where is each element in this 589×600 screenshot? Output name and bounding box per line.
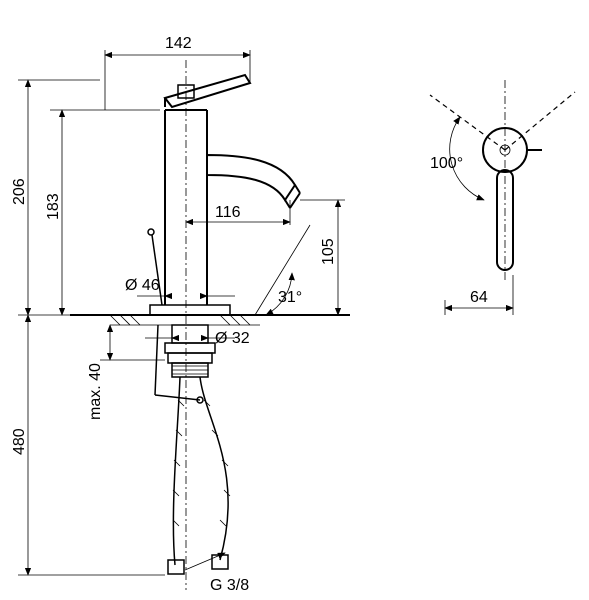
main-view: 142 206 183 116 105 31° Ø 46 Ø 32 — [11, 35, 350, 594]
handle-view: 100° 64 — [430, 80, 575, 315]
dim-height-total: 206 — [11, 178, 28, 205]
dim-spout-height: 105 — [320, 238, 337, 265]
dim-width-top: 142 — [165, 35, 192, 52]
dim-connection: G 3/8 — [210, 577, 249, 594]
dim-spout-angle: 31° — [278, 289, 302, 306]
dim-shank-dia: Ø 32 — [215, 330, 250, 347]
dim-below-deck: 480 — [11, 428, 28, 455]
dim-handle-len: 64 — [470, 289, 488, 306]
technical-drawing: 142 206 183 116 105 31° Ø 46 Ø 32 — [0, 0, 589, 600]
dim-deck-thick: max. 40 — [87, 363, 104, 420]
dim-height-spout: 183 — [45, 193, 62, 220]
dim-spout-reach: 116 — [215, 204, 241, 221]
dim-body-dia: Ø 46 — [125, 277, 160, 294]
dim-handle-angle: 100° — [430, 155, 463, 172]
